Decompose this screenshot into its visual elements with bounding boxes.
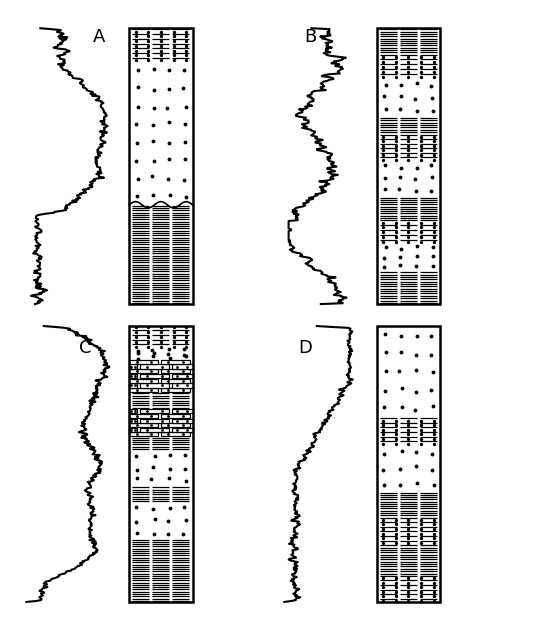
Bar	[129, 409, 138, 413]
Bar	[140, 419, 169, 423]
Bar	[129, 360, 158, 364]
Bar	[172, 374, 192, 378]
Bar	[140, 409, 169, 413]
Bar	[161, 360, 190, 364]
Bar	[172, 383, 192, 387]
Bar	[129, 423, 158, 427]
Bar	[172, 364, 192, 369]
Bar	[129, 388, 158, 393]
Bar	[161, 379, 190, 383]
Bar	[140, 383, 169, 387]
Bar	[129, 379, 158, 383]
Bar	[161, 369, 190, 373]
Bar	[129, 326, 192, 602]
Bar	[129, 428, 138, 432]
Bar	[172, 409, 192, 413]
Bar	[129, 28, 192, 304]
Bar	[377, 326, 440, 602]
Bar	[161, 423, 190, 427]
Text: C: C	[79, 339, 91, 357]
Text: D: D	[298, 339, 312, 357]
Bar	[161, 388, 190, 393]
Text: B: B	[305, 28, 317, 46]
Bar	[161, 433, 190, 436]
Bar	[129, 364, 138, 369]
Bar	[129, 414, 158, 418]
Bar	[172, 428, 192, 432]
Bar	[161, 414, 190, 418]
Bar	[129, 433, 158, 436]
Bar	[140, 428, 169, 432]
Bar	[172, 419, 192, 423]
Bar	[377, 28, 440, 304]
Bar	[140, 364, 169, 369]
Bar	[129, 383, 138, 387]
Bar	[129, 369, 158, 373]
Bar	[129, 419, 138, 423]
Text: A: A	[93, 28, 105, 46]
Bar	[129, 374, 138, 378]
Bar	[140, 374, 169, 378]
